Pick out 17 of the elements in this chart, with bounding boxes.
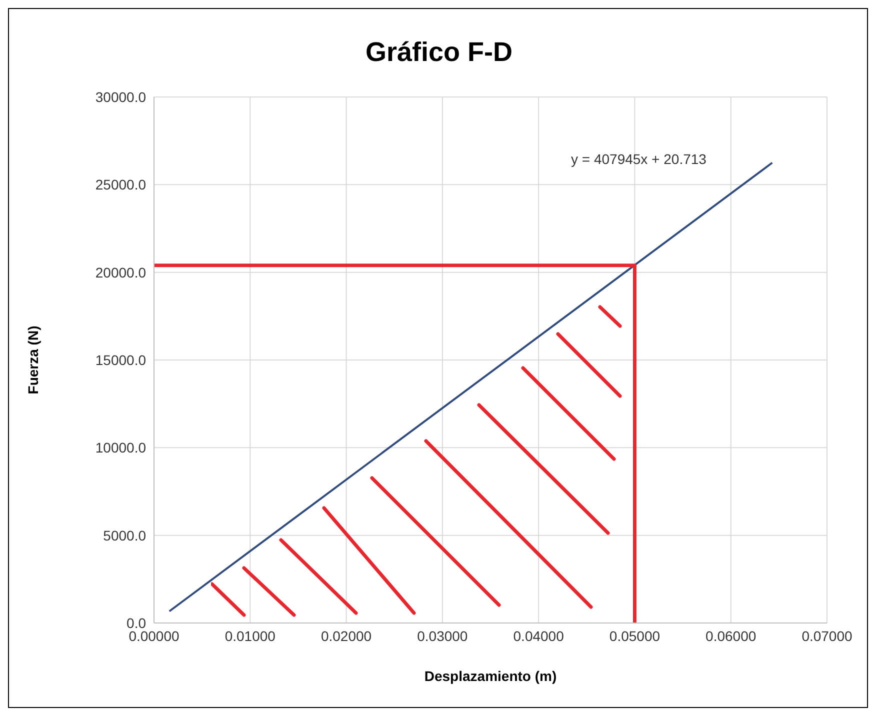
x-tick-label: 0.06000: [706, 628, 756, 644]
x-tick-label: 0.01000: [224, 628, 276, 644]
x-tick-label: 0.02000: [320, 628, 372, 644]
x-tick-label: 0.03000: [417, 628, 468, 644]
annotation: y = 407945x + 20.713: [571, 151, 706, 167]
x-tick-label: 0.05000: [609, 628, 660, 644]
y-tick-label: 10000.0: [95, 440, 146, 456]
x-axis-title: Desplazamiento (m): [424, 668, 557, 684]
y-tick-label: 5000.0: [103, 527, 146, 544]
y-axis-title: Fuerza (N): [24, 326, 41, 394]
y-tick-label: 25000.0: [95, 176, 146, 193]
x-tick-label: 0.07000: [802, 628, 853, 644]
y-tick-label: 30000.0: [95, 88, 146, 105]
x-tick-label: 0.04000: [513, 628, 564, 644]
y-tick-label: 20000.0: [95, 264, 146, 280]
chart-title: Gráfico F-D: [364, 37, 514, 68]
y-tick-label: 15000.0: [95, 352, 146, 368]
